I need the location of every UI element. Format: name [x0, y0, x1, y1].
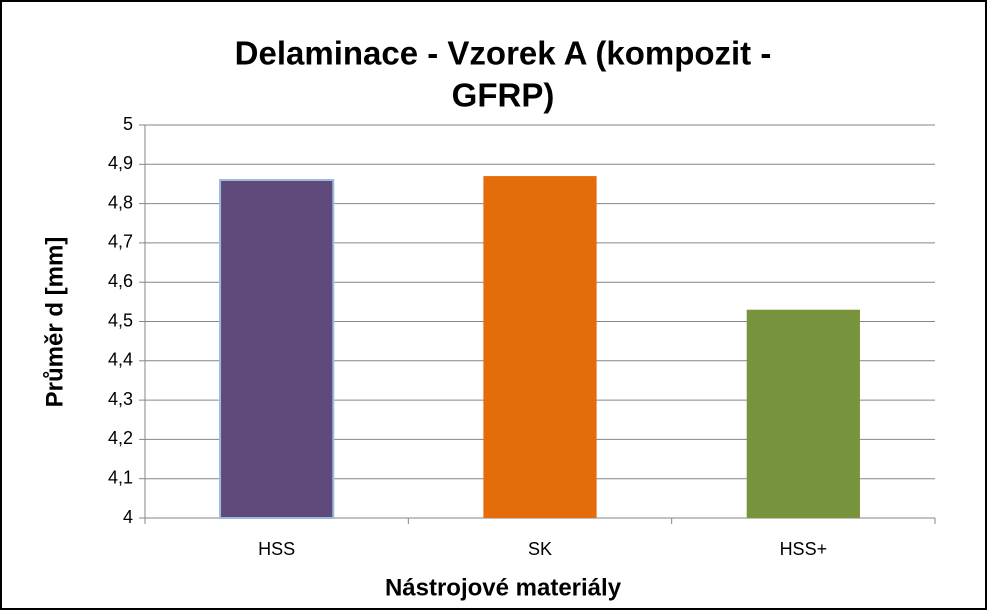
chart-title: GFRP) — [452, 77, 555, 114]
y-tick-label: 4,5 — [108, 310, 133, 330]
x-tick-label: HSS+ — [780, 539, 828, 559]
chart-title: Delaminace - Vzorek A (kompozit - — [235, 35, 772, 72]
x-axis-title: Nástrojové materiály — [385, 574, 622, 601]
y-tick-label: 4,6 — [108, 271, 133, 291]
bar — [219, 179, 335, 520]
y-tick-label: 4,2 — [108, 428, 133, 448]
y-tick-label: 4 — [123, 507, 133, 527]
bar — [483, 176, 597, 518]
bar — [746, 309, 860, 518]
y-tick-label: 4,3 — [108, 389, 133, 409]
y-tick-label: 4,9 — [108, 153, 133, 173]
x-tick-label: HSS — [258, 539, 295, 559]
y-tick-label: 4,4 — [108, 350, 133, 370]
y-tick-label: 5 — [123, 114, 133, 134]
y-tick-label: 4,8 — [108, 192, 133, 212]
y-axis-title: Průměr d [mm] — [41, 237, 68, 408]
x-tick-label: SK — [528, 539, 552, 559]
y-tick-label: 4,1 — [108, 467, 133, 487]
y-tick-label: 4,7 — [108, 232, 133, 252]
